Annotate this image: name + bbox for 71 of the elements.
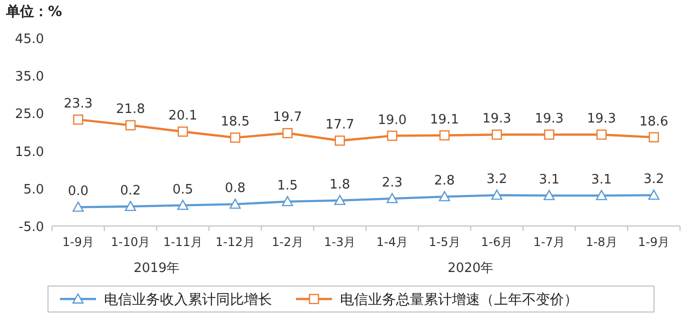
x-tick-label: 1-2月 (272, 235, 304, 249)
point (230, 198, 241, 209)
x-tick-label: 1-5月 (428, 235, 460, 249)
point (492, 130, 502, 140)
data-label: 2.3 (382, 176, 403, 191)
data-label: 3.1 (538, 172, 560, 188)
text: 2019年 (134, 261, 180, 276)
x-tick-label: 1-7月 (533, 235, 565, 249)
data-label: 19.3 (534, 112, 564, 127)
point (648, 190, 660, 200)
point (439, 130, 450, 140)
data-label: 19.1 (430, 112, 459, 128)
legend-label: 电信业务总量累计增速（上年不变价） (340, 292, 578, 308)
data-label: 21.8 (116, 102, 145, 118)
data-label: 23.3 (64, 96, 93, 112)
data-label: 20.1 (168, 108, 198, 124)
x-tick-label: 1-12月 (216, 235, 255, 249)
data-label: 0.5 (172, 182, 194, 198)
data-label: 1.5 (277, 178, 298, 194)
point (177, 200, 188, 210)
x-tick-label: 1-9月 (62, 235, 94, 249)
data-label: 2.8 (434, 174, 455, 189)
point (282, 196, 294, 206)
data-label: 19.7 (273, 110, 302, 126)
point (124, 200, 136, 212)
point (544, 130, 554, 140)
point (491, 190, 502, 200)
point (596, 130, 607, 140)
legend-label: 电信业务收入累计同比增长 (104, 292, 272, 308)
point (334, 136, 345, 146)
data-label: 0.8 (224, 181, 246, 196)
x-tick-label: 1-3月 (324, 235, 356, 249)
y-tick-label: 5.0 (23, 182, 44, 198)
x-tick-label: 1-8月 (586, 235, 618, 249)
data-label: 19.3 (482, 112, 512, 127)
data-label: 3.2 (643, 172, 664, 188)
point (125, 120, 136, 130)
point (334, 194, 346, 206)
data-label: 17.7 (325, 118, 354, 133)
x-tick-label: 1-10月 (110, 235, 150, 249)
point (72, 202, 84, 212)
x-tick-label: 1-11月 (163, 235, 202, 249)
data-label: 0.0 (68, 184, 89, 200)
point (596, 190, 608, 200)
point (544, 190, 555, 200)
x-tick-label: 1-4月 (376, 235, 408, 249)
data-label: 19.0 (378, 112, 407, 128)
data-label: 18.5 (220, 114, 250, 130)
y-tick-label: 45.0 (15, 32, 44, 47)
data-label: 3.2 (486, 172, 508, 188)
y-tick-label: 35.0 (15, 70, 44, 85)
point (386, 192, 398, 204)
y-tick-label: -5.0 (18, 220, 44, 235)
text: 2020年 (448, 261, 494, 276)
x-tick-label: 1-9月 (638, 235, 670, 249)
data-label: 3.1 (591, 172, 612, 188)
point (230, 132, 240, 143)
y-tick-label: 15.0 (15, 144, 44, 160)
y-tick-label: 25.0 (15, 107, 44, 122)
point (73, 114, 84, 125)
point (387, 130, 398, 141)
point (282, 128, 293, 138)
chart-title: 单位：% (5, 4, 62, 20)
data-label: 0.2 (120, 183, 141, 198)
data-label: 1.8 (329, 177, 350, 192)
point (438, 191, 450, 202)
point (178, 126, 188, 137)
data-label: 18.6 (639, 114, 668, 130)
data-label: 19.3 (587, 112, 616, 127)
point (648, 132, 659, 142)
x-tick-label: 1-6月 (481, 235, 513, 249)
